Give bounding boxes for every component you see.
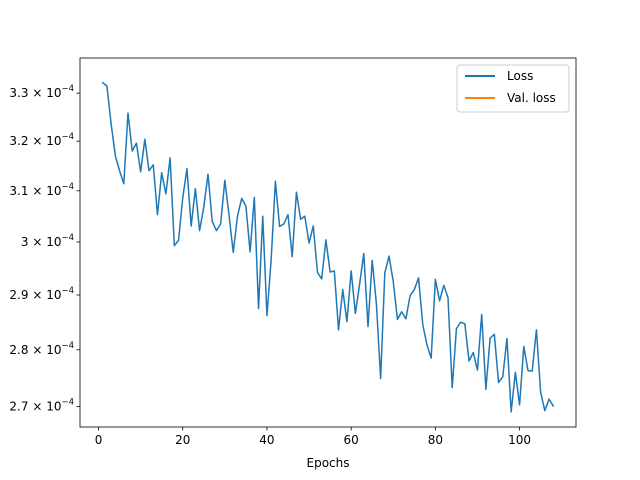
x-tick-label: 60 — [344, 433, 359, 447]
x-tick-label: 40 — [259, 433, 274, 447]
axes-background — [80, 58, 576, 427]
series-layer — [101, 81, 555, 413]
axes-frame — [79, 57, 577, 428]
x-tick-label: 0 — [95, 433, 103, 447]
y-tick-label: 2.9 × 10−4 — [9, 286, 74, 302]
y-tick-label: 3.1 × 10−4 — [9, 182, 74, 198]
x-tick-label: 100 — [508, 433, 531, 447]
y-tick-label: 3 × 10−4 — [21, 233, 74, 249]
x-tick-label: 80 — [428, 433, 443, 447]
y-axis: 2.7 × 10−4 2.8 × 10−4 2.9 × 10−4 3 × 10−4 3.… — [9, 84, 80, 414]
plot-area — [80, 58, 576, 427]
series-line-loss — [101, 81, 555, 413]
legend-label-loss: Loss — [507, 69, 533, 83]
x-axis: 0 20 40 60 80 100 — [95, 427, 531, 447]
x-tick-label: 20 — [175, 433, 190, 447]
y-tick-label: 3.2 × 10−4 — [9, 132, 74, 148]
y-tick-label: 2.7 × 10−4 — [9, 398, 74, 414]
x-axis-label: Epochs — [307, 456, 350, 470]
legend-label-val-loss: Val. loss — [507, 91, 556, 105]
y-tick-label: 2.8 × 10−4 — [9, 341, 74, 357]
legend: Loss Val. loss — [456, 64, 570, 113]
y-tick-label: 3.3 × 10−4 — [9, 84, 74, 100]
